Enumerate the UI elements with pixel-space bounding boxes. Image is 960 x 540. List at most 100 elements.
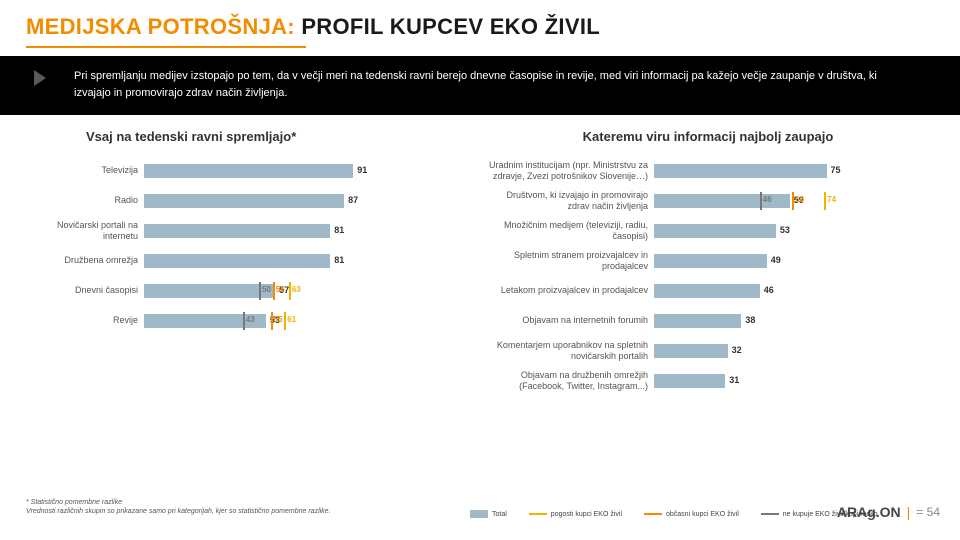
- tick-orange: [271, 312, 273, 330]
- row-label: Spletnim stranem proizvajalcev in prodaj…: [484, 250, 654, 271]
- bar-area: 31: [654, 370, 932, 392]
- chart-row: Uradnim institucijam (npr. Ministrstvu z…: [484, 158, 932, 183]
- row-label: Televizija: [26, 165, 144, 175]
- value-total: 81: [334, 225, 344, 235]
- value-total: 81: [334, 255, 344, 265]
- tick-label: 43: [246, 315, 255, 324]
- legend-label: Total: [492, 511, 507, 518]
- bar-total: [144, 224, 330, 238]
- bar-area: 91: [144, 160, 474, 182]
- bar-area: 53435561: [144, 310, 474, 332]
- bar-area: 75: [654, 160, 932, 182]
- chart-row: Dnevni časopisi57505663: [26, 278, 474, 303]
- legend-item: občasni kupci EKO živil: [644, 511, 739, 518]
- bar-total: [144, 164, 353, 178]
- tick-label: 63: [292, 285, 301, 294]
- row-label: Objavam na družbenih omrežjih (Facebook,…: [484, 370, 654, 391]
- row-label: Letakom proizvajalcev in prodajalcev: [484, 285, 654, 295]
- row-label: Radio: [26, 195, 144, 205]
- brand-sep: |: [907, 504, 911, 520]
- tick-label: 50: [262, 285, 271, 294]
- bar-total: [654, 374, 725, 388]
- legend-item: pogosti kupci EKO živil: [529, 511, 622, 518]
- chart-row: Revije53435561: [26, 308, 474, 333]
- value-total: 87: [348, 195, 358, 205]
- row-label: Objavam na internetnih forumih: [484, 315, 654, 325]
- value-total: 91: [357, 165, 367, 175]
- row-label: Uradnim institucijam (npr. Ministrstvu z…: [484, 160, 654, 181]
- value-total: 31: [729, 375, 739, 385]
- bar-area: 81: [144, 220, 474, 242]
- charts-area: Vsaj na tedenski ravni spremljajo* Telev…: [0, 115, 960, 398]
- bar-area: 81: [144, 250, 474, 272]
- tick-label: 74: [827, 195, 836, 204]
- bar-area: 38: [654, 310, 932, 332]
- legend-swatch: [470, 510, 488, 518]
- value-total: 53: [780, 225, 790, 235]
- tick-orange: [273, 282, 275, 300]
- legend-swatch: [529, 513, 547, 515]
- legend-swatch: [644, 513, 662, 515]
- tick-yellow: [289, 282, 291, 300]
- chart-row: Družbena omrežja 81: [26, 248, 474, 273]
- value-total: 46: [764, 285, 774, 295]
- tick-grey: [243, 312, 245, 330]
- bar-area: 57505663: [144, 280, 474, 302]
- bar-total: [654, 344, 728, 358]
- bar-area: 59466074: [654, 190, 932, 212]
- bar-area: 53: [654, 220, 932, 242]
- bar-area: 87: [144, 190, 474, 212]
- bar-total: [654, 314, 741, 328]
- chart-row: Televizija 91: [26, 158, 474, 183]
- legend-label: občasni kupci EKO živil: [666, 511, 739, 518]
- chart-row: Radio 87: [26, 188, 474, 213]
- footnote-line-1: * Statistično pomembne razlike: [26, 498, 331, 507]
- row-label: Komentarjem uporabnikov na spletnih novi…: [484, 340, 654, 361]
- bar-total: [654, 224, 776, 238]
- row-label: Družbena omrežja: [26, 255, 144, 265]
- value-total: 49: [771, 255, 781, 265]
- bar-total: [654, 164, 827, 178]
- bar-area: 32: [654, 340, 932, 362]
- brand-footer: ARAg.ON | = 54: [837, 504, 940, 520]
- legend: Total pogosti kupci EKO živil občasni kupc…: [470, 510, 878, 518]
- chart-row: Objavam na internetnih forumih 38: [484, 308, 932, 333]
- page-number: = 54: [916, 505, 940, 519]
- chart-row: Novičarski portali na internetu 81: [26, 218, 474, 243]
- page-title: MEDIJSKA POTROŠNJA: PROFIL KUPCEV EKO ŽI…: [0, 0, 960, 46]
- tick-grey: [259, 282, 261, 300]
- tick-grey: [760, 192, 762, 210]
- row-label: Društvom, ki izvajajo in promovirajo zdr…: [484, 190, 654, 211]
- title-rest: PROFIL KUPCEV EKO ŽIVIL: [295, 14, 600, 39]
- tick-label: 46: [763, 195, 772, 204]
- value-total: 38: [745, 315, 755, 325]
- tick-orange: [792, 192, 794, 210]
- row-label: Dnevni časopisi: [26, 285, 144, 295]
- row-label: Revije: [26, 315, 144, 325]
- tick-label: 56: [276, 285, 285, 294]
- chart-row: Množičnim medijem (televiziji, radiu, ča…: [484, 218, 932, 243]
- footnote-line-2: Vrednosti različnih skupin so prikazane …: [26, 507, 331, 516]
- legend-swatch: [761, 513, 779, 515]
- left-chart-title: Vsaj na tedenski ravni spremljajo*: [26, 129, 474, 144]
- chart-row: Letakom proizvajalcev in prodajalcev 46: [484, 278, 932, 303]
- value-total: 75: [831, 165, 841, 175]
- chart-row: Društvom, ki izvajajo in promovirajo zdr…: [484, 188, 932, 213]
- bar-area: 49: [654, 250, 932, 272]
- chart-row: Komentarjem uporabnikov na spletnih novi…: [484, 338, 932, 363]
- tick-label: 61: [287, 315, 296, 324]
- bar-total: [654, 254, 767, 268]
- value-total: 32: [732, 345, 742, 355]
- bar-total: [144, 254, 330, 268]
- chart-row: Spletnim stranem proizvajalcev in prodaj…: [484, 248, 932, 273]
- right-chart-title: Kateremu viru informacij najbolj zaupajo: [484, 129, 932, 144]
- row-label: Množičnim medijem (televiziji, radiu, ča…: [484, 220, 654, 241]
- row-label: Novičarski portali na internetu: [26, 220, 144, 241]
- tick-label: 60: [795, 195, 804, 204]
- bar-total: [144, 284, 275, 298]
- tick-yellow: [284, 312, 286, 330]
- bar-total: [654, 284, 760, 298]
- bar-area: 46: [654, 280, 932, 302]
- intro-bar: Pri spremljanju medijev izstopajo po tem…: [0, 56, 960, 115]
- tick-label: 55: [274, 315, 283, 324]
